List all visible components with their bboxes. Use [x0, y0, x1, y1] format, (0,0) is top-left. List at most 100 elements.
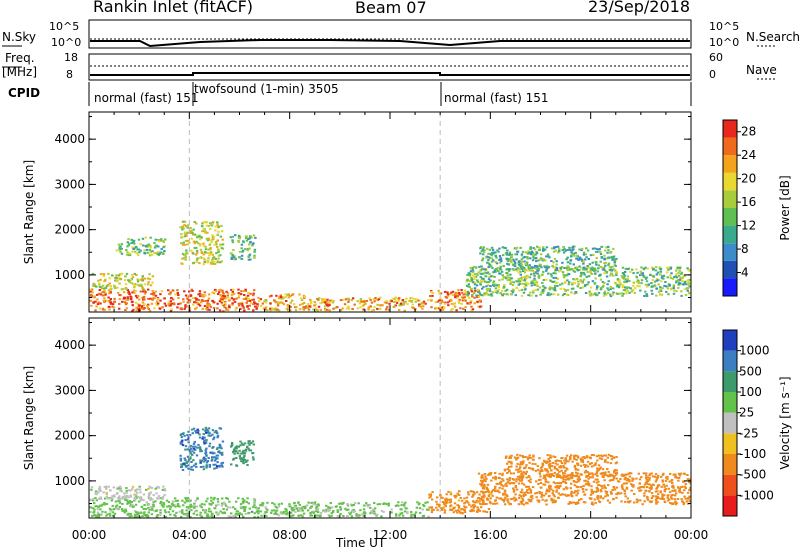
colorbar-swatch — [723, 243, 737, 261]
colorbar-tick-label: 500 — [739, 364, 762, 378]
colorbar-tick-label: 12 — [741, 219, 756, 233]
x-tick-label: 08:00 — [272, 528, 307, 542]
nsearch-tick-bottom: 10^0 — [709, 36, 740, 49]
colorbar-tick-label: 1000 — [739, 344, 770, 358]
colorbar-swatch — [723, 350, 737, 372]
colorbar: 4 8 12 16 20 24 28 Power [dB] — [722, 119, 792, 297]
date-title: 23/Sep/2018 — [588, 0, 691, 16]
y-tick-label: 1000 — [54, 268, 85, 282]
x-tick-label: 12:00 — [373, 528, 408, 542]
colorbar-swatch — [723, 155, 737, 173]
colorbar-frame — [722, 329, 738, 517]
colorbar-swatch — [723, 120, 737, 138]
freq-label: Freq. — [5, 51, 35, 65]
nsky-tick-top: 10^5 — [49, 20, 80, 33]
cpid-strip — [88, 82, 692, 106]
colorbar-swatch — [723, 172, 737, 191]
colorbar-swatch — [723, 330, 737, 351]
nave-tick-bottom: 0 — [709, 68, 716, 81]
rti-panel-2: 1000 2000 3000 4000 00:00 04:00 08:00 12:00 16:0… — [22, 317, 792, 542]
echo-region-5 — [115, 236, 167, 257]
nsky-label: N.Sky — [2, 30, 37, 44]
colorbar-swatch — [723, 371, 737, 392]
rti-panel-1: 1000 2000 3000 4000 Slant Range [km] 4 8 12 16 20… — [22, 111, 792, 313]
colorbar-tick-label: 16 — [741, 195, 756, 209]
colorbar-label: Power [dB] — [778, 175, 792, 240]
mode-label-3: normal (fast) 151 — [444, 91, 549, 105]
colorbar-tick-label: 8 — [741, 242, 749, 256]
echo-region-2 — [91, 272, 155, 291]
echo-region-7 — [477, 471, 691, 506]
y-tick-label: 2000 — [54, 223, 85, 237]
echo-layer — [89, 426, 691, 518]
echo-region-6 — [428, 490, 493, 515]
echo-region-3 — [179, 426, 225, 471]
y-axis-label: Slant Range [km] — [22, 366, 36, 470]
colorbar-tick-label: 28 — [741, 125, 756, 139]
colorbar-tick-label: 4 — [741, 266, 749, 280]
nsky-strip — [2, 19, 777, 49]
echo-region-7 — [305, 296, 430, 312]
colorbar-tick-label: 25 — [739, 406, 754, 420]
colorbar-swatch — [723, 225, 737, 244]
colorbar-tick-label: 24 — [741, 148, 756, 162]
colorbar-tick-label: -1000 — [739, 488, 774, 502]
colorbar-swatch — [723, 454, 737, 475]
echo-region-8 — [429, 288, 483, 312]
freq-tick-top: 18 — [64, 51, 78, 64]
colorbar-tick-label: 20 — [741, 172, 756, 186]
colorbar-tick-label: 100 — [739, 385, 762, 399]
colorbar-tick-label: -100 — [739, 447, 766, 461]
x-tick-label: 00:00 — [674, 528, 709, 542]
colorbar: 1000 500 100 25 -25 -100 -500 -1000 Velocity [m … — [722, 329, 792, 517]
echo-region-6 — [257, 293, 307, 312]
y-tick-label: 2000 — [54, 429, 85, 443]
colorbar-tick-label: -25 — [739, 426, 759, 440]
nave-tick-top: 60 — [709, 51, 723, 64]
echo-region-3 — [179, 220, 225, 266]
colorbar-swatch — [723, 433, 737, 454]
colorbar-swatch — [723, 260, 737, 279]
echo-region-5 — [257, 501, 430, 518]
x-tick-label: 04:00 — [172, 528, 207, 542]
colorbar-tick-label: -500 — [739, 468, 766, 482]
colorbar-swatch — [723, 137, 737, 156]
colorbar-frame — [722, 119, 738, 297]
colorbar-swatch — [723, 412, 737, 434]
x-tick-label: 00:00 — [72, 528, 107, 542]
nsearch-tick-top: 10^5 — [709, 20, 740, 33]
mode-label-2: twofsound (1-min) 3505 — [194, 82, 339, 96]
nsky-tick-bottom: 10^0 — [51, 36, 82, 49]
colorbar-label: Velocity [m s⁻¹] — [778, 376, 792, 469]
colorbar-swatch — [723, 208, 737, 226]
plot-frame — [88, 111, 692, 313]
x-axis-label: Time UT — [336, 536, 386, 550]
y-tick-label: 3000 — [54, 177, 85, 191]
echo-region-10 — [478, 245, 618, 273]
station-title: Rankin Inlet (fitACF) — [93, 0, 254, 16]
nave-label: Nave — [746, 63, 777, 77]
echo-region-1 — [89, 496, 260, 518]
y-tick-label: 4000 — [54, 338, 85, 352]
freq-tick-bottom: 8 — [66, 68, 73, 81]
freq-unit-label: [MHz] — [2, 65, 38, 79]
echo-region-2 — [89, 485, 167, 501]
nsearch-label: N.Search — [746, 30, 800, 44]
mode-label-1: normal (fast) 151 — [94, 91, 199, 105]
y-axis-label: Slant Range [km] — [22, 160, 36, 264]
colorbar-swatch — [723, 495, 737, 516]
echo-layer — [89, 220, 691, 312]
plot-frame — [88, 317, 692, 519]
cpid-label: CPID — [8, 86, 41, 100]
x-tick-label: 16:00 — [473, 528, 508, 542]
colorbar-swatch — [723, 392, 737, 413]
echo-region-4 — [229, 234, 257, 261]
colorbar-swatch — [723, 474, 737, 496]
freq-strip — [2, 53, 777, 81]
y-tick-label: 3000 — [54, 383, 85, 397]
colorbar-swatch — [723, 190, 737, 208]
echo-region-4 — [230, 440, 255, 467]
beam-title: Beam 07 — [355, 0, 427, 17]
y-tick-label: 4000 — [54, 132, 85, 146]
